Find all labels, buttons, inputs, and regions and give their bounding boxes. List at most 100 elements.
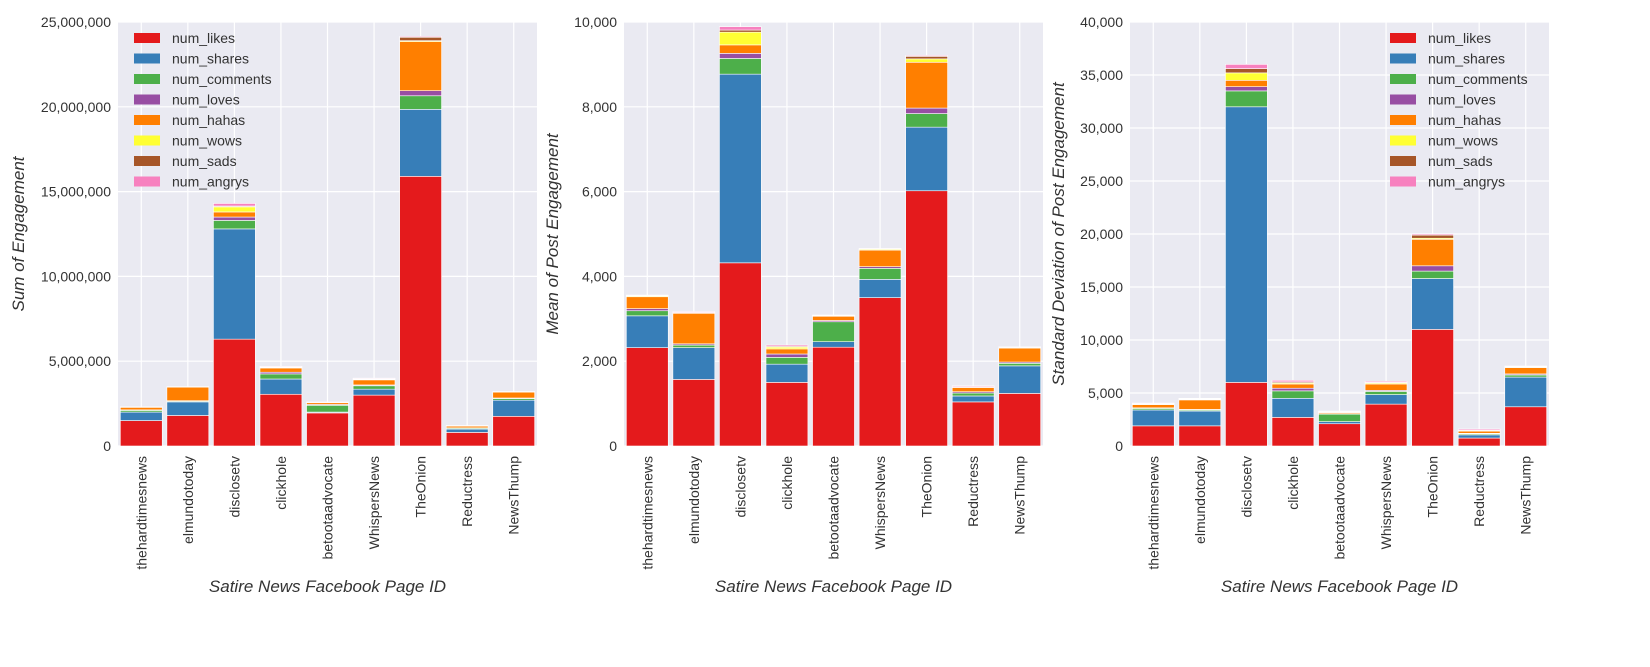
x-tick-label: NewsThump bbox=[1012, 456, 1028, 535]
bar-segment-num_comments bbox=[1272, 391, 1314, 398]
legend-swatch-num_hahas bbox=[1390, 115, 1416, 125]
x-tick-label: betootaadvocate bbox=[826, 456, 842, 560]
legend-label: num_comments bbox=[1428, 71, 1528, 87]
bar-segment-num_likes bbox=[167, 415, 209, 446]
bar-segment-num_angrys bbox=[1412, 234, 1454, 235]
bar-segment-num_likes bbox=[813, 347, 855, 446]
bar-segment-num_shares bbox=[213, 229, 255, 339]
bar-segment-num_comments bbox=[813, 322, 855, 342]
y-tick-label: 4,000 bbox=[582, 268, 617, 284]
bar-segment-num_likes bbox=[952, 402, 994, 446]
bar-segment-num_comments bbox=[1365, 391, 1407, 394]
bar-segment-num_wows bbox=[719, 32, 761, 45]
bar-segment-num_shares bbox=[952, 396, 994, 402]
y-axis-title: Standard Deviation of Post Engagement bbox=[1049, 81, 1068, 386]
legend-label: num_comments bbox=[172, 71, 272, 87]
bar-segment-num_likes bbox=[1505, 407, 1547, 446]
bar-segment-num_likes bbox=[626, 348, 668, 446]
bar-segment-num_angrys bbox=[1225, 64, 1267, 68]
bar-segment-num_hahas bbox=[1272, 384, 1314, 388]
legend-swatch-num_loves bbox=[1390, 95, 1416, 105]
bar-segment-num_shares bbox=[1412, 279, 1454, 330]
bar-segment-num_hahas bbox=[673, 313, 715, 344]
legend-swatch-num_shares bbox=[1390, 54, 1416, 64]
bar-segment-num_sads bbox=[906, 56, 948, 59]
bar-segment-num_likes bbox=[353, 395, 395, 446]
bar-segment-num_shares bbox=[719, 74, 761, 263]
bar-segment-num_hahas bbox=[1179, 400, 1221, 410]
bar-segment-num_shares bbox=[353, 389, 395, 395]
bar-segment-num_shares bbox=[493, 400, 535, 416]
x-tick-label: elmundotoday bbox=[1192, 456, 1208, 544]
bar-segment-num_shares bbox=[1365, 395, 1407, 405]
legend-label: num_angrys bbox=[172, 174, 249, 190]
x-tick-label: elmundotoday bbox=[180, 456, 196, 544]
bar-segment-num_comments bbox=[766, 357, 808, 364]
bar-segment-num_hahas bbox=[400, 42, 442, 91]
bar-segment-num_angrys bbox=[673, 312, 715, 313]
bar-segment-num_comments bbox=[859, 268, 901, 279]
bar-segment-num_likes bbox=[400, 176, 442, 446]
bar-segment-num_comments bbox=[1225, 91, 1267, 107]
bar-segment-num_shares bbox=[673, 348, 715, 380]
chart-panel-1: 05,000,00010,000,00015,000,00020,000,000… bbox=[9, 14, 537, 596]
bar-segment-num_shares bbox=[999, 366, 1041, 394]
bar-segment-num_hahas bbox=[1132, 405, 1174, 408]
bar-segment-num_comments bbox=[1412, 271, 1454, 278]
legend-label: num_angrys bbox=[1428, 174, 1505, 190]
bar-segment-num_likes bbox=[766, 382, 808, 446]
bar-segment-num_comments bbox=[353, 386, 395, 389]
bar-segment-num_loves bbox=[906, 108, 948, 114]
bar-segment-num_hahas bbox=[353, 380, 395, 385]
bar-segment-num_likes bbox=[120, 421, 162, 446]
x-tick-label: disclosetv bbox=[1238, 456, 1254, 517]
x-tick-label: TheOnion bbox=[919, 456, 935, 517]
legend-swatch-num_angrys bbox=[134, 177, 160, 187]
y-tick-label: 15,000 bbox=[1080, 279, 1123, 295]
bar-segment-num_angrys bbox=[1458, 429, 1500, 430]
y-tick-label: 40,000 bbox=[1080, 14, 1123, 30]
bar-segment-num_loves bbox=[213, 217, 255, 220]
bar-segment-num_comments bbox=[626, 311, 668, 316]
bar-segment-num_shares bbox=[260, 379, 302, 394]
legend-label: num_sads bbox=[1428, 153, 1493, 169]
bar-segment-num_comments bbox=[1319, 414, 1361, 421]
bar-segment-num_shares bbox=[626, 316, 668, 348]
bar-segment-num_hahas bbox=[906, 62, 948, 108]
y-tick-label: 35,000 bbox=[1080, 67, 1123, 83]
legend-swatch-num_comments bbox=[134, 74, 160, 84]
bar-segment-num_likes bbox=[1225, 382, 1267, 446]
bar-segment-num_likes bbox=[1132, 426, 1174, 446]
chart-panel-2: 02,0004,0006,0008,00010,000thehardtimesn… bbox=[543, 14, 1043, 596]
bar-segment-num_hahas bbox=[626, 297, 668, 309]
bar-segment-num_angrys bbox=[906, 55, 948, 56]
bar-segment-num_angrys bbox=[213, 203, 255, 206]
y-tick-label: 25,000 bbox=[1080, 173, 1123, 189]
bar-segment-num_comments bbox=[1505, 375, 1547, 377]
bar-segment-num_likes bbox=[1458, 438, 1500, 446]
bar-segment-num_loves bbox=[1412, 266, 1454, 271]
legend-label: num_shares bbox=[1428, 51, 1505, 67]
bar-segment-num_likes bbox=[307, 413, 349, 446]
legend-label: num_shares bbox=[172, 51, 249, 67]
bar-segment-num_hahas bbox=[120, 407, 162, 410]
legend-swatch-num_sads bbox=[134, 156, 160, 166]
x-tick-label: disclosetv bbox=[226, 456, 242, 517]
x-tick-label: WhispersNews bbox=[1378, 456, 1394, 549]
bar-segment-num_likes bbox=[1365, 404, 1407, 446]
x-tick-label: thehardtimesnews bbox=[1145, 456, 1161, 570]
bar-segment-num_wows bbox=[213, 207, 255, 212]
bar-segment-num_comments bbox=[952, 393, 994, 396]
bar-segment-num_sads bbox=[1412, 235, 1454, 238]
y-tick-label: 5,000 bbox=[1088, 385, 1123, 401]
bar-segment-num_likes bbox=[213, 339, 255, 446]
bar-segment-num_loves bbox=[719, 53, 761, 58]
bar-segment-num_hahas bbox=[1365, 384, 1407, 390]
y-tick-label: 10,000 bbox=[574, 14, 617, 30]
bar-segment-num_likes bbox=[493, 416, 535, 446]
x-axis-title: Satire News Facebook Page ID bbox=[209, 577, 446, 596]
legend-label: num_hahas bbox=[1428, 112, 1501, 128]
bar-segment-num_shares bbox=[400, 109, 442, 176]
